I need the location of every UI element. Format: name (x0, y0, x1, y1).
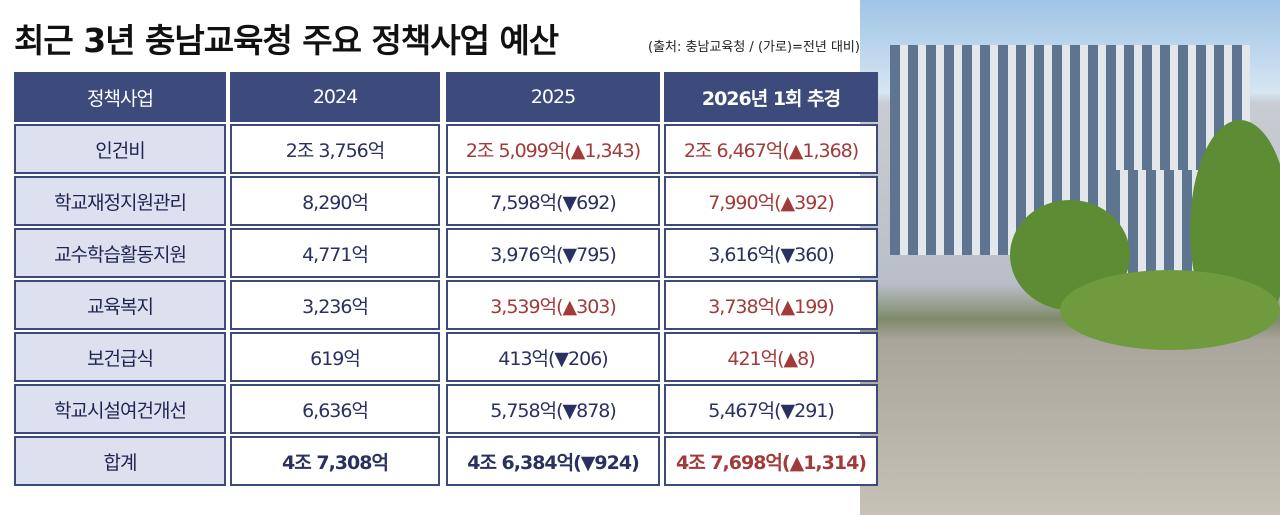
cell: 4,771억 (230, 228, 440, 278)
cell: 2조 6,467억(▲1,368) (664, 124, 878, 174)
source-note: (출처: 충남교육청 / (가로)=전년 대비) (648, 40, 860, 55)
cell: 5,467억(▼291) (664, 384, 878, 434)
background-photo (860, 0, 1280, 515)
row-label: 학교시설여건개선 (14, 384, 226, 434)
row-label: 교수학습활동지원 (14, 228, 226, 278)
cell: 6,636억 (230, 384, 440, 434)
row-label: 교육복지 (14, 280, 226, 330)
cell: 7,990억(▲392) (664, 176, 878, 226)
cell: 8,290억 (230, 176, 440, 226)
cell: 413억(▼206) (446, 332, 660, 382)
cell: 4조 7,698억(▲1,314) (664, 436, 878, 486)
title: 최근 3년 충남교육청 주요 정책사업 예산 (14, 21, 559, 60)
cell: 4조 6,384억(▼924) (446, 436, 660, 486)
hedge (1060, 270, 1280, 350)
cell: 3,236억 (230, 280, 440, 330)
cell: 3,616억(▼360) (664, 228, 878, 278)
cell: 2조 5,099억(▲1,343) (446, 124, 660, 174)
column-header: 2026년 1회 추경 (664, 72, 878, 122)
cell: 3,976억(▼795) (446, 228, 660, 278)
column-header: 2024 (230, 72, 440, 122)
cell: 3,738억(▲199) (664, 280, 878, 330)
cell: 3,539억(▲303) (446, 280, 660, 330)
cell: 5,758억(▼878) (446, 384, 660, 434)
column-header: 2025 (446, 72, 660, 122)
row-label: 합계 (14, 436, 226, 486)
row-label: 학교재정지원관리 (14, 176, 226, 226)
column-header: 정책사업 (14, 72, 226, 122)
cell: 2조 3,756억 (230, 124, 440, 174)
cell: 4조 7,308억 (230, 436, 440, 486)
cell: 7,598억(▼692) (446, 176, 660, 226)
cell: 421억(▲8) (664, 332, 878, 382)
row-label: 인건비 (14, 124, 226, 174)
row-label: 보건급식 (14, 332, 226, 382)
cell: 619억 (230, 332, 440, 382)
